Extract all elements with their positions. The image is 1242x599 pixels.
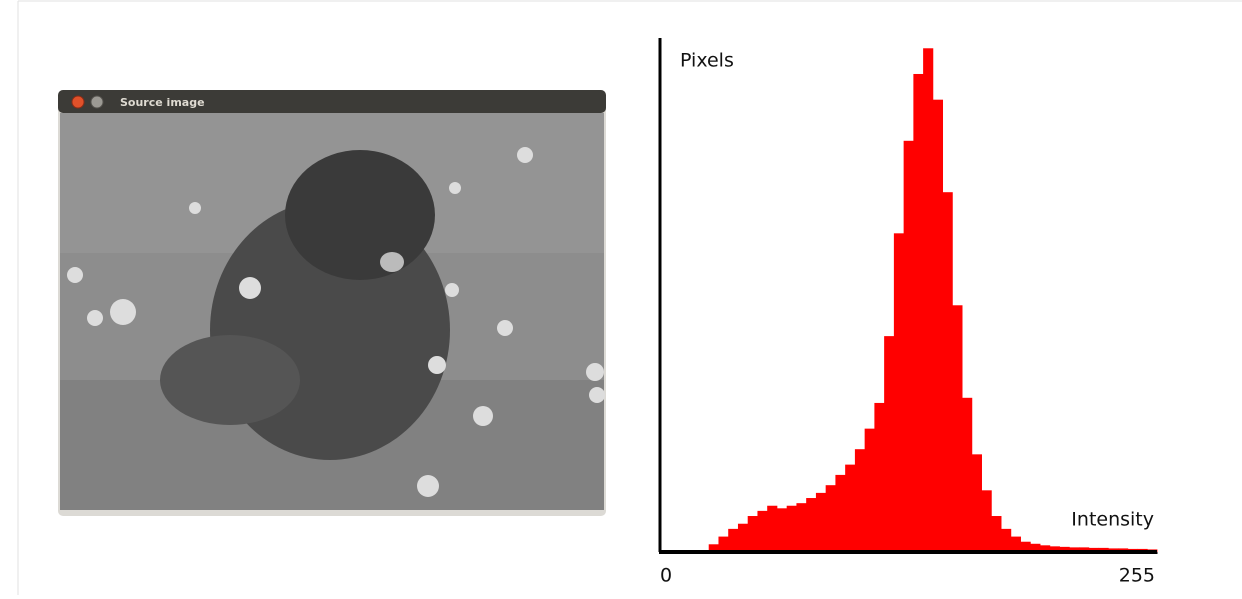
close-button[interactable]	[71, 95, 85, 109]
bar	[981, 490, 992, 552]
y-axis-label: Pixels	[680, 50, 734, 72]
bar	[737, 523, 749, 552]
bar	[884, 336, 895, 552]
bar	[962, 397, 973, 552]
source-window: Source image	[58, 90, 606, 516]
bar	[971, 454, 982, 552]
bar	[776, 508, 788, 552]
bar	[952, 305, 963, 552]
bar	[903, 140, 914, 553]
bar	[728, 528, 739, 552]
x-tick-label: 0	[660, 565, 672, 587]
photo-content	[60, 113, 605, 510]
bar	[718, 536, 729, 552]
bar	[913, 73, 924, 552]
bar	[893, 233, 905, 552]
bar	[757, 510, 768, 552]
bar	[1079, 547, 1090, 552]
bar	[786, 505, 797, 552]
window-title: Source image	[120, 96, 205, 109]
bar	[991, 516, 1002, 552]
x-axis-label: Intensity	[1071, 509, 1154, 531]
minimize-button[interactable]	[90, 95, 104, 109]
bar	[835, 474, 846, 552]
bar	[942, 192, 953, 552]
histogram-chart: Pixels Intensity 0 255	[658, 38, 1158, 587]
bar	[825, 485, 836, 552]
bar	[1020, 541, 1031, 552]
bar	[1001, 528, 1012, 552]
bar	[1069, 547, 1080, 552]
bar	[815, 492, 827, 552]
bar	[845, 464, 856, 552]
bar	[932, 99, 944, 553]
bar	[1040, 545, 1051, 552]
bar	[796, 503, 807, 552]
bar	[1098, 547, 1109, 552]
bar	[747, 516, 758, 552]
bar	[1049, 546, 1060, 552]
bar	[854, 449, 866, 552]
bar	[1059, 546, 1070, 552]
bar	[806, 498, 817, 552]
bar	[1088, 547, 1099, 552]
bar	[708, 544, 719, 552]
title-bar	[58, 90, 606, 113]
bar	[923, 48, 934, 552]
bar	[874, 402, 885, 552]
bar	[864, 428, 875, 552]
bar	[1030, 543, 1041, 552]
x-tick-label: 255	[1119, 565, 1155, 587]
bar	[1010, 536, 1021, 552]
bar	[767, 505, 778, 552]
